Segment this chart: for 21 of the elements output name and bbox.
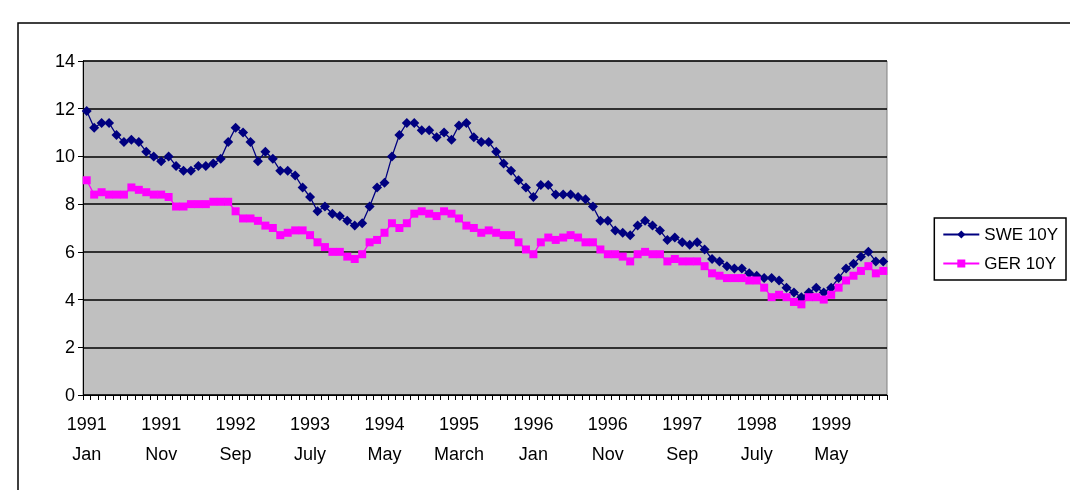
y-tick-label: 10	[54, 146, 75, 167]
x-tick-label: 1991 Jan	[66, 414, 107, 464]
y-tick-label: 2	[64, 337, 75, 358]
x-tick-label: 1998 July	[736, 414, 777, 464]
x-tick-label: 1993 July	[290, 414, 331, 464]
x-tick-label: 1995 March	[433, 414, 484, 464]
y-tick-label: 8	[64, 194, 75, 215]
x-tick-label: 1994 May	[364, 414, 405, 464]
x-tick-label: 1991 Nov	[141, 414, 182, 464]
y-tick-label: 4	[64, 289, 75, 310]
x-tick-label: 1997 Sep	[662, 414, 703, 464]
y-tick-label: 14	[54, 51, 75, 71]
x-tick-label: 1996 Jan	[513, 414, 554, 464]
y-tick-label: 12	[54, 98, 75, 119]
legend-label: SWE 10Y	[984, 225, 1059, 244]
legend-label: GER 10Y	[984, 254, 1057, 273]
y-tick-label: 6	[64, 241, 75, 262]
x-tick-label: 1996 Nov	[587, 414, 628, 464]
x-tick-label: 1999 May	[811, 414, 852, 464]
x-tick-label: 1992 Sep	[215, 414, 256, 464]
y-tick-label: 0	[64, 385, 75, 405]
